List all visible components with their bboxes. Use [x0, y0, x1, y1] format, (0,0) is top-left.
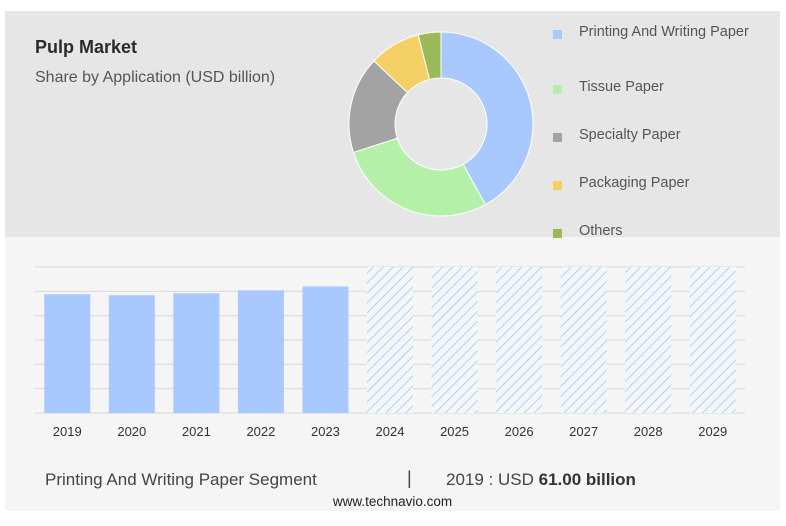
donut-slice-others — [417, 31, 442, 81]
bar-2021 — [173, 293, 220, 413]
legend-swatch — [553, 85, 562, 94]
x-tick-label: 2028 — [634, 424, 663, 439]
footer-site: www.technavio.com — [332, 494, 453, 509]
bar-2023 — [302, 286, 349, 413]
bar-2022 — [237, 290, 284, 413]
x-tick-label: 2025 — [440, 424, 469, 439]
forecast-bar-2026 — [496, 267, 543, 413]
x-tick-label: 2029 — [698, 424, 727, 439]
chart-subtitle: Share by Application (USD billion) — [35, 69, 276, 86]
x-tick-label: 2021 — [182, 424, 211, 439]
x-tick-label: 2026 — [505, 424, 534, 439]
forecast-bar-2024 — [367, 267, 413, 413]
donut-chart — [348, 31, 534, 217]
forecast-bar-2028 — [625, 267, 672, 413]
donut-slice-printing-and-writing-paper — [440, 31, 534, 206]
x-tick-label: 2023 — [311, 424, 340, 439]
legend-swatch — [553, 181, 562, 190]
legend-swatch — [553, 229, 562, 238]
footer-year-prefix: 2019 : USD — [446, 470, 539, 489]
x-tick-label: 2020 — [117, 424, 146, 439]
bar-2019 — [44, 294, 91, 413]
legend-swatch — [553, 133, 562, 142]
bar-2020 — [108, 295, 155, 413]
forecast-bar-2025 — [431, 267, 478, 413]
legend-label: Printing And Writing Paper — [579, 24, 749, 40]
forecast-bar-2027 — [560, 267, 607, 413]
legend-label: Specialty Paper — [579, 127, 681, 143]
forecast-bar-2029 — [689, 267, 736, 413]
bar-chart: 2019 2020 2021 2022 2023 2024 2025 2026 2027 2028… — [35, 266, 745, 439]
x-tick-label: 2022 — [246, 424, 275, 439]
chart-card: Pulp Market Share by Application (USD bi… — [5, 11, 780, 511]
chart-title: Pulp Market — [35, 37, 138, 57]
legend-swatch — [553, 30, 562, 39]
legend-label: Others — [579, 223, 623, 239]
x-tick-label: 2027 — [569, 424, 598, 439]
footer-segment-label: Printing And Writing Paper Segment — [45, 470, 317, 489]
footer-value: 2019 : USD 61.00 billion — [446, 470, 636, 490]
x-tick-label: 2019 — [53, 424, 82, 439]
legend-label: Tissue Paper — [579, 79, 664, 95]
footer-value-amount: 61.00 billion — [538, 470, 636, 489]
donut-slice-tissue-paper — [352, 137, 487, 217]
x-tick-label: 2024 — [376, 424, 405, 439]
donut-legend: Printing And Writing Paper Tissue Paper Sp… — [553, 24, 773, 239]
legend-label: Packaging Paper — [579, 175, 690, 191]
footer-separator: | — [407, 468, 412, 488]
